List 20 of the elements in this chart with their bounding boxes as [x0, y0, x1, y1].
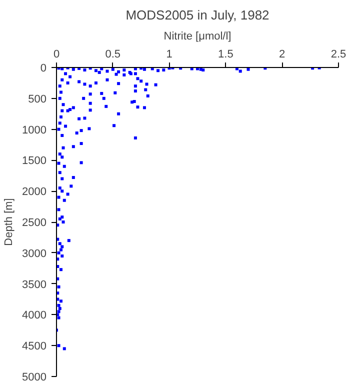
y-tick-label: 0: [40, 62, 47, 74]
y-tick-label: 3000: [22, 248, 47, 260]
y-tick-label: 4000: [22, 310, 47, 322]
x-tick-label: 0: [53, 48, 60, 60]
y-tick-label: 500: [28, 93, 47, 106]
chart-title: MODS2005 in July, 1982: [126, 8, 270, 22]
x-tick-label: 2: [279, 48, 286, 60]
y-tick-label: 2000: [22, 186, 47, 198]
y-axis-title: Depth [m]: [3, 198, 16, 246]
x-tick-label: 1: [166, 48, 172, 60]
y-tick-label: 2500: [22, 217, 47, 229]
x-tick-label: 0.5: [105, 48, 121, 60]
y-tick-label: 1500: [22, 155, 47, 168]
y-tick-label: 1000: [22, 124, 47, 136]
y-tick-label: 5000: [22, 372, 47, 384]
x-tick-label: 2.5: [330, 48, 346, 60]
x-tick-label: 1.5: [218, 48, 234, 60]
y-tick-label: 4500: [22, 340, 47, 353]
y-tick-label: 3500: [22, 278, 47, 291]
x-axis-title: Nitrite [μmol/l]: [164, 30, 232, 42]
